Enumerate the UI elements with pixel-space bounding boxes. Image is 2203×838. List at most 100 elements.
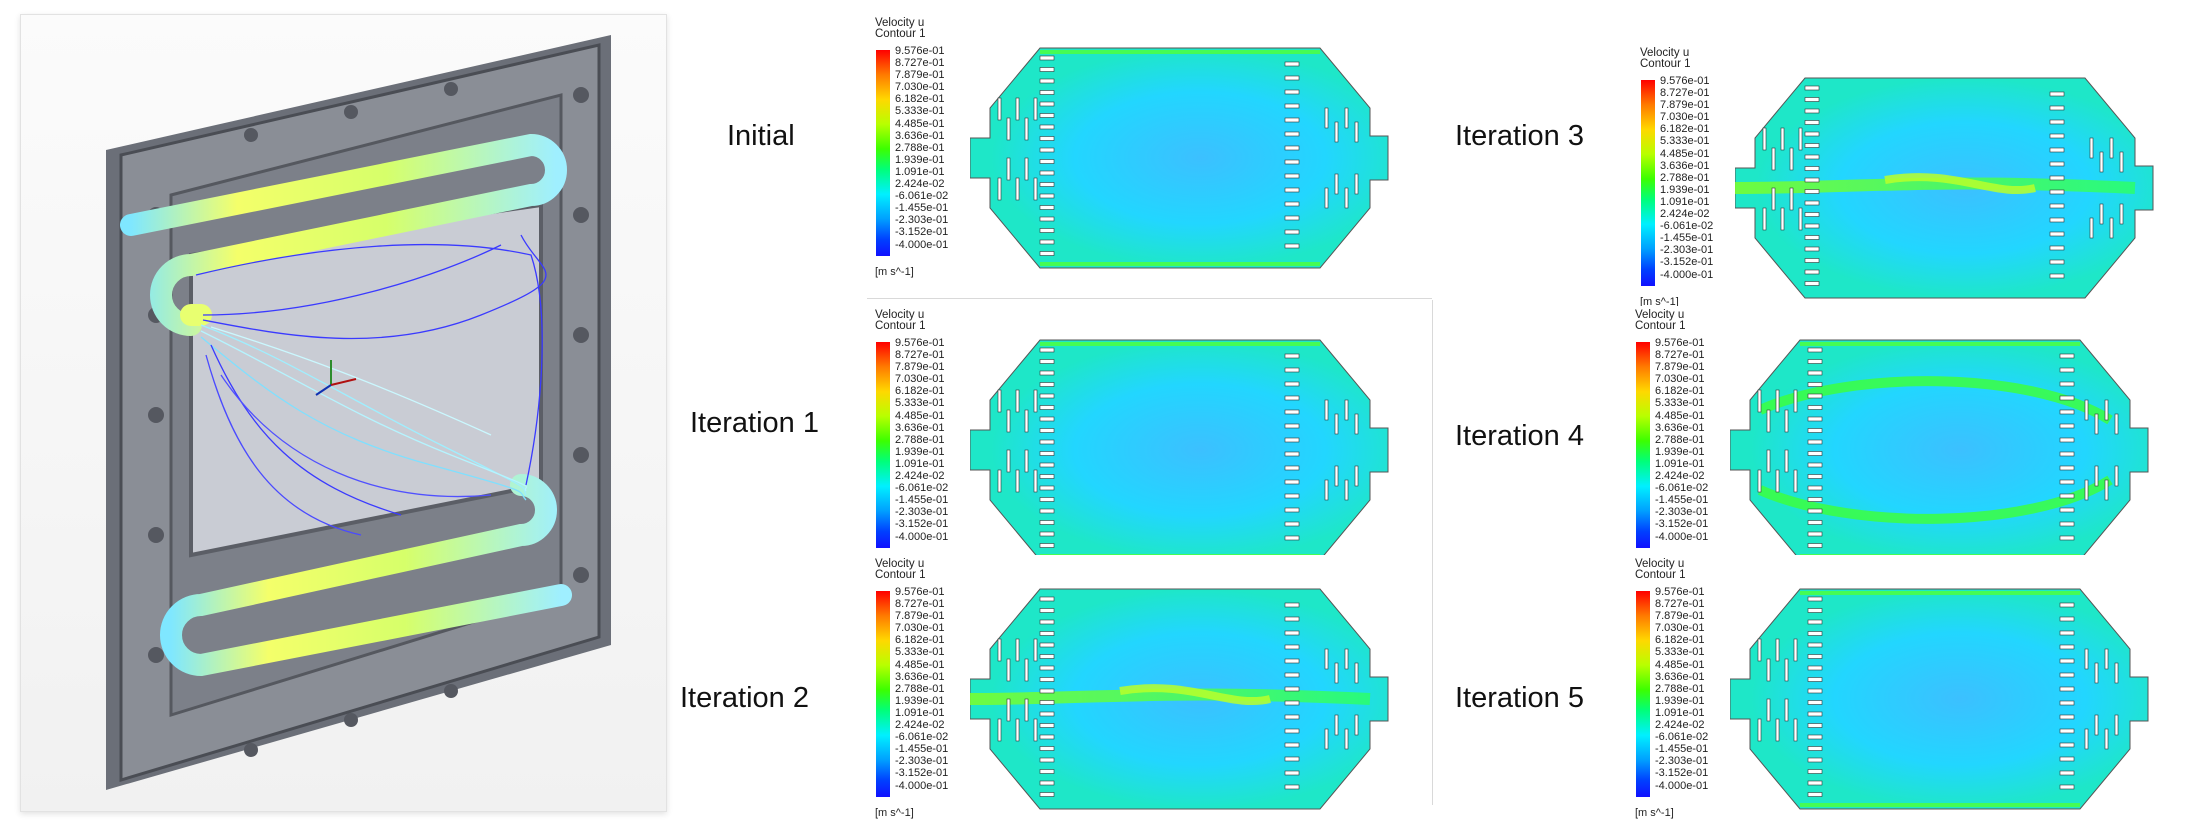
baffle	[2119, 203, 2124, 225]
colorbar-tick-label: 5.333e-01	[895, 397, 945, 410]
baffle	[1006, 117, 1011, 141]
baffle	[1804, 246, 1820, 252]
contour-panel-iteration-4: Velocity u Contour 1 9.576e-01 8.727e-01 7.8…	[1630, 306, 2190, 578]
colorbar-tick-label: 5.333e-01	[895, 646, 945, 659]
baffle	[2049, 161, 2065, 167]
colorbar-tick-label: 4.485e-01	[895, 117, 945, 130]
velocity-contour-plot	[1730, 339, 2149, 561]
colorbar-tick-label: -2.303e-01	[1655, 755, 1709, 768]
colorbar-tick-label: 3.636e-01	[895, 129, 945, 142]
baffle	[1354, 121, 1359, 143]
baffle	[2094, 465, 2099, 487]
baffle	[1284, 784, 1300, 790]
baffle	[1784, 698, 1789, 722]
baffle	[2049, 91, 2065, 97]
baffle	[1284, 229, 1300, 235]
baffle	[1766, 658, 1771, 682]
baffle	[1804, 200, 1820, 206]
colorbar-tick-label: -3.152e-01	[1655, 767, 1709, 780]
velocity-streak	[970, 688, 1371, 705]
colorbar-ticks: 9.576e-01 8.727e-01 7.879e-01 7.030e-01 6.18…	[1660, 75, 1740, 291]
baffle	[2059, 644, 2075, 650]
baffle	[1033, 638, 1038, 662]
baffle	[1039, 182, 1055, 187]
baffle	[1284, 367, 1300, 373]
chamber-outline	[1730, 588, 2149, 810]
baffle	[2049, 217, 2065, 223]
baffle	[1324, 728, 1329, 750]
flow-channels	[120, 133, 572, 677]
colorbar-tick-label: 2.424e-02	[1655, 719, 1705, 732]
baffle	[1807, 497, 1823, 502]
colorbar-tick-label: 7.879e-01	[895, 361, 945, 374]
baffle	[1354, 714, 1359, 736]
colorbar-tick-label: 6.182e-01	[895, 385, 945, 398]
baffle	[1284, 75, 1300, 81]
baffle	[1804, 269, 1820, 275]
colorbar-tick-label: 2.424e-02	[895, 178, 945, 191]
colorbar	[876, 50, 890, 256]
colorbar-tick-label: 6.182e-01	[1655, 634, 1705, 647]
baffle	[1804, 258, 1820, 263]
baffle	[2049, 175, 2065, 181]
colorbar-tick-label: 5.333e-01	[1660, 135, 1710, 148]
baffle	[1775, 638, 1780, 662]
baffle	[1766, 698, 1771, 722]
baffle	[1807, 405, 1823, 410]
colorbar-tick-label: 7.879e-01	[895, 69, 945, 82]
baffle	[2059, 465, 2075, 471]
baffle	[1284, 451, 1300, 457]
baffle	[1334, 662, 1339, 684]
baffle	[1324, 187, 1329, 209]
baffle	[1804, 212, 1820, 217]
baffle	[2049, 133, 2065, 139]
colorbar-tick-label: -3.152e-01	[895, 518, 949, 531]
baffle	[1789, 187, 1794, 211]
baffle	[1039, 746, 1055, 751]
baffle	[1039, 757, 1055, 763]
baffle	[1771, 187, 1776, 211]
baffle	[2099, 203, 2104, 225]
baffle	[1039, 147, 1055, 153]
baffle	[1766, 409, 1771, 433]
baffle	[1807, 711, 1823, 717]
baffle	[1039, 608, 1055, 613]
baffle	[2059, 602, 2075, 608]
baffle	[1024, 157, 1029, 181]
colorbar-tick-label: -1.455e-01	[895, 494, 949, 507]
baffle	[2119, 151, 2124, 173]
colorbar-tick-label: 4.485e-01	[1655, 658, 1705, 671]
baffle	[2059, 479, 2075, 485]
colorbar-tick-label: -2.303e-01	[895, 755, 949, 768]
baffle	[2059, 700, 2075, 706]
baffle	[1804, 154, 1820, 160]
baffle	[1793, 389, 1798, 413]
colorbar-tick-label: -2.303e-01	[1660, 244, 1714, 257]
baffle	[1807, 359, 1823, 364]
contour-panel-initial: Velocity u Contour 1 9.576e-01 8.727e-01 7.8…	[870, 14, 1430, 286]
column-divider	[1432, 300, 1433, 805]
baffle	[1024, 409, 1029, 433]
baffle	[2059, 437, 2075, 443]
baffle	[1039, 596, 1055, 602]
baffle	[1334, 173, 1339, 195]
colorbar-tick-label: -4.000e-01	[895, 238, 949, 251]
baffle	[1284, 616, 1300, 622]
baffle	[1039, 359, 1055, 364]
baffle	[2114, 714, 2119, 736]
baffle	[1039, 688, 1055, 694]
baffle	[2099, 151, 2104, 173]
legend-title: Velocity u Contour 1	[1640, 47, 1760, 70]
baffle	[2094, 413, 2099, 435]
baffle	[1039, 113, 1055, 118]
baffle	[1039, 677, 1055, 682]
baffle	[1039, 769, 1055, 774]
colorbar-tick-label: 7.030e-01	[895, 373, 945, 386]
contour-panel-iteration-3: Velocity u Contour 1 9.576e-01 8.727e-01 7.8…	[1635, 44, 2195, 316]
baffle	[1284, 103, 1300, 109]
baffle	[1039, 370, 1055, 376]
baffle	[1284, 423, 1300, 429]
baffle	[1757, 638, 1762, 662]
baffle	[1807, 642, 1823, 648]
colorbar-tick-label: -6.061e-02	[895, 482, 949, 495]
